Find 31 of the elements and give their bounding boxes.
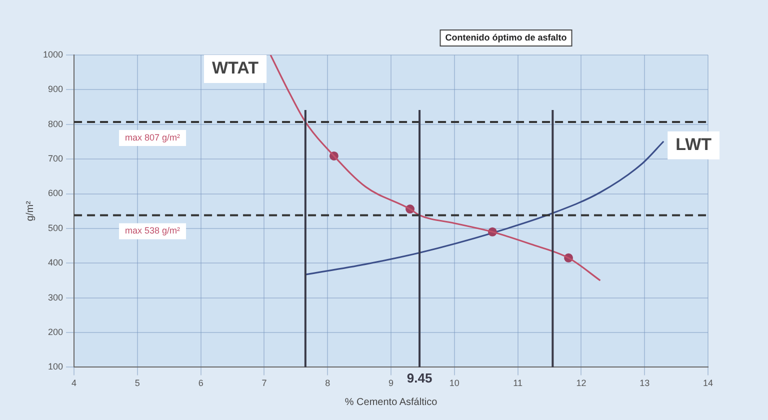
x-tick-label: 11 — [513, 378, 522, 388]
y-tick-label: 1000 — [42, 49, 64, 60]
y-tick-label: 800 — [48, 118, 64, 129]
x-tick-label: 13 — [640, 378, 650, 388]
x-tick-label: 6 — [198, 378, 204, 388]
x-tick-label: 12 — [576, 378, 586, 388]
y-tick-label: 600 — [48, 188, 64, 198]
y-tick-label: 200 — [48, 326, 64, 337]
series-label: LWT — [676, 135, 712, 154]
y-tick-label: 900 — [48, 84, 64, 94]
x-axis-title: % Cemento Asfáltico — [344, 396, 438, 408]
ref-line-label: 9.45 — [406, 370, 432, 386]
x-tick-label: 4 — [72, 378, 77, 388]
y-tick-label: 500 — [48, 222, 64, 233]
x-tick-label: 9 — [388, 378, 394, 388]
line-series — [270, 55, 602, 282]
x-tick-label: 8 — [325, 378, 330, 388]
ref-line-label: max 807 g/m² — [125, 132, 180, 142]
ref-line-label: max 538 g/m² — [125, 226, 180, 236]
chart-title: Contenido óptimo de asfalto — [445, 32, 568, 42]
line-series — [304, 140, 664, 276]
x-tick-label: 14 — [702, 378, 714, 388]
y-tick-label: 400 — [48, 258, 64, 268]
y-tick-label: 700 — [48, 154, 64, 164]
y-axis-title: g/m² — [24, 200, 36, 222]
y-tick-label: 300 — [48, 292, 64, 302]
x-tick-label: 5 — [134, 378, 140, 388]
x-tick-label: 7 — [262, 378, 267, 388]
series-label: WTAT — [212, 58, 260, 78]
y-tick-label: 100 — [48, 362, 64, 372]
x-tick-label: 10 — [449, 378, 460, 388]
